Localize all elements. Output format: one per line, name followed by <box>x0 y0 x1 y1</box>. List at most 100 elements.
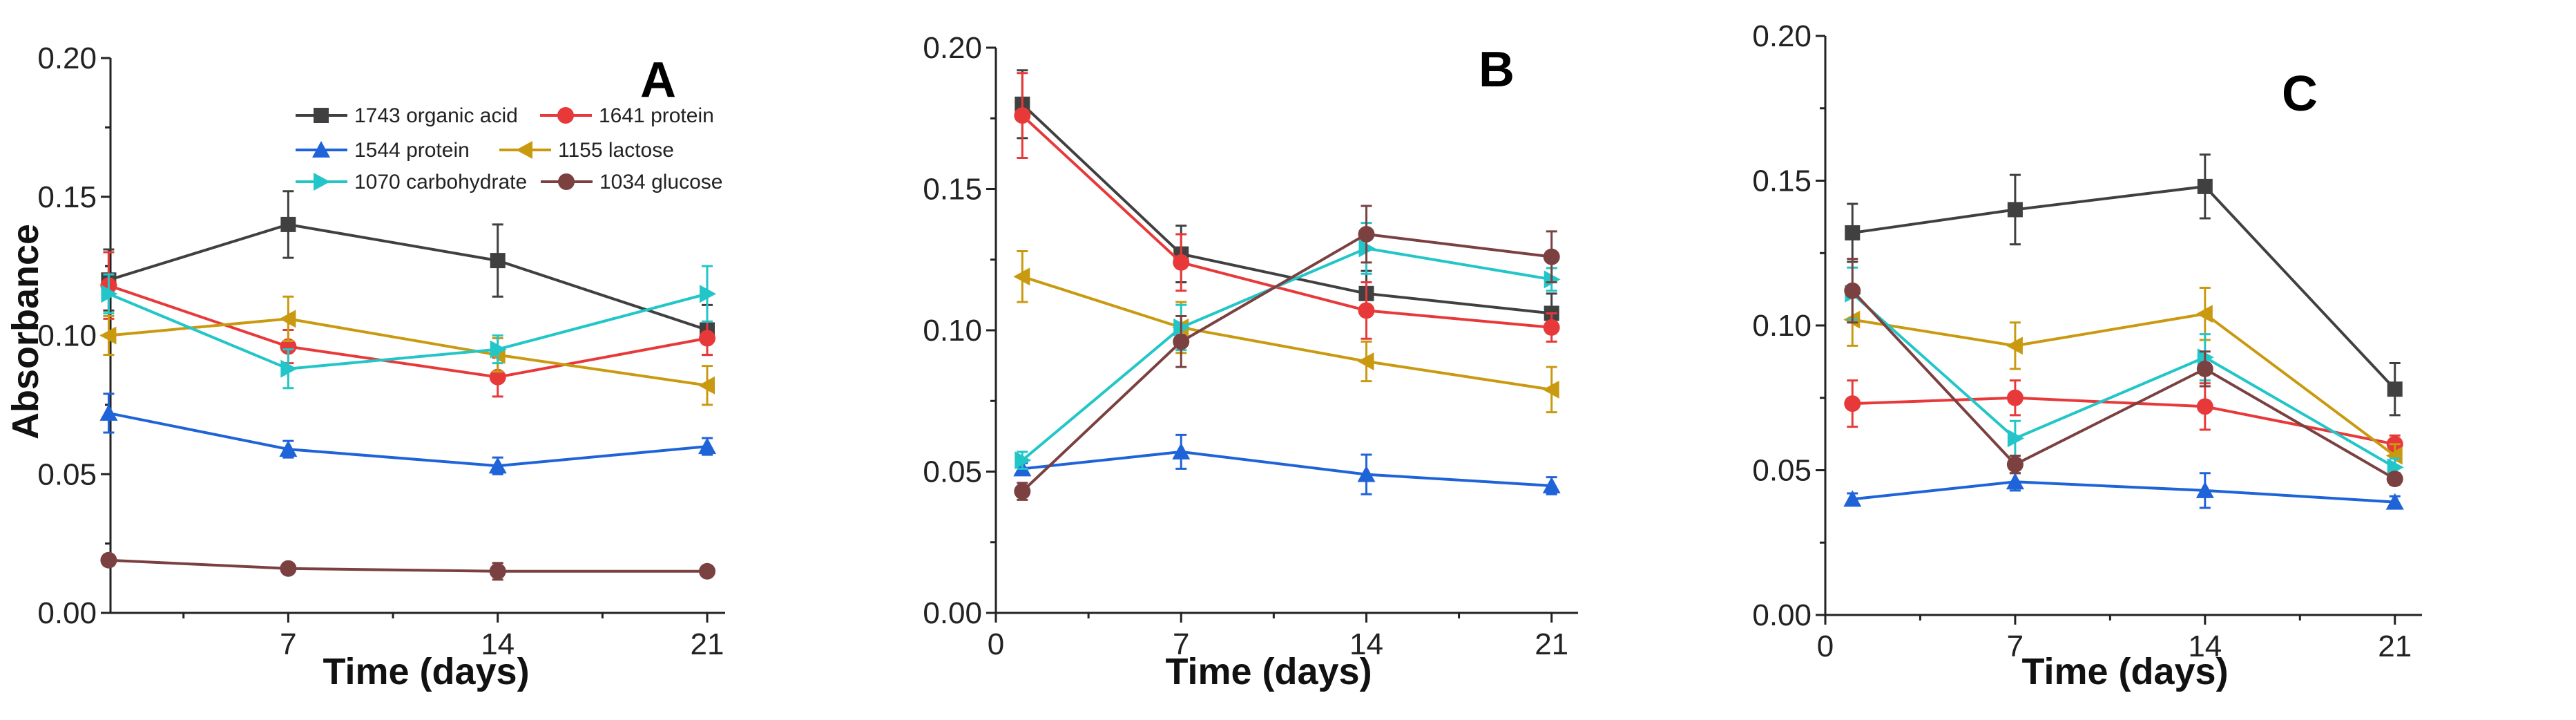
data-point <box>101 285 118 303</box>
x-tick-label: 21 <box>1535 627 1568 661</box>
y-tick-label: 0.20 <box>1752 19 1811 53</box>
x-tick-label: 0 <box>1817 629 1834 663</box>
panel-label: C <box>2282 66 2318 122</box>
data-point <box>489 368 506 386</box>
y-tick-label: 0.00 <box>37 596 97 630</box>
series-line <box>1852 312 2396 457</box>
series-1034-glucose <box>100 551 716 581</box>
y-tick-label: 0.15 <box>1752 164 1811 198</box>
series-line <box>1851 290 2396 480</box>
data-point <box>279 310 296 328</box>
data-point <box>1357 352 1374 370</box>
data-point <box>1844 395 1861 413</box>
y-tick-label: 0.00 <box>923 596 982 630</box>
panel-label: A <box>640 53 676 108</box>
data-point <box>2196 360 2213 377</box>
series-1155-lactose <box>1843 287 2403 468</box>
series-1070-carbohydrate <box>101 265 717 390</box>
series-1743-organic-acid <box>1015 69 1559 334</box>
series-1743-organic-acid <box>1845 153 2403 417</box>
data-point <box>1014 107 1031 124</box>
data-point <box>2007 429 2024 448</box>
legend-label: 1544 protein <box>354 139 470 162</box>
legend-entry: 1641 protein <box>540 104 714 127</box>
data-point <box>2195 481 2214 498</box>
data-point <box>2006 337 2023 355</box>
panel-c: 0.00 0.05 0.10 0.15 0.20 0 7 14 21 Time (days) C <box>1752 19 2422 692</box>
legend-entry: 1743 organic acid <box>296 104 518 127</box>
y-tick-label: 0.15 <box>37 180 97 214</box>
series-line <box>1852 184 2396 390</box>
y-tick-label: 0.05 <box>923 455 982 489</box>
data-point <box>2387 381 2403 397</box>
legend-label: 1743 organic acid <box>354 104 518 127</box>
data-point <box>2195 305 2213 323</box>
data-point <box>2197 178 2213 194</box>
data-point <box>1015 451 1032 470</box>
x-tick-label: 14 <box>1349 627 1383 661</box>
y-tick-label: 0.10 <box>923 314 982 348</box>
panel-b: 0.00 0.05 0.10 0.15 0.20 0 7 14 21 Time (days) B <box>923 31 1578 692</box>
data-point <box>280 338 297 355</box>
series-line <box>1021 114 1552 329</box>
legend: 1743 organic acid 1641 protein 1544 protei… <box>296 104 722 193</box>
data-point <box>490 340 507 359</box>
y-tick-label: 0.15 <box>923 173 982 207</box>
data-point <box>280 216 296 232</box>
legend-marker <box>312 141 330 158</box>
series-line <box>1021 103 1552 315</box>
data-point <box>2385 446 2403 465</box>
panel-a: 0.00 0.05 0.10 0.15 0.20 7 14 21 Time (days) Abso… <box>5 41 725 692</box>
data-point <box>99 404 118 421</box>
legend-marker <box>558 173 575 190</box>
data-point <box>2006 473 2024 490</box>
legend-label: 1034 glucose <box>599 171 722 193</box>
x-tick-label: 7 <box>280 627 296 661</box>
data-point <box>1358 225 1375 243</box>
series-line <box>108 222 708 332</box>
x-axis-title: Time (days) <box>323 651 529 692</box>
data-point <box>279 440 298 457</box>
legend-marker <box>314 173 330 191</box>
data-point <box>698 376 715 395</box>
data-point <box>489 562 506 580</box>
legend-entry: 1070 carbohydrate <box>296 171 527 193</box>
series-1544-protein <box>99 392 717 475</box>
data-point <box>1542 380 1559 399</box>
legend-entry: 1544 protein <box>296 139 470 162</box>
data-point <box>1014 483 1031 500</box>
data-point <box>2006 389 2024 406</box>
y-tick-label: 0.20 <box>923 31 982 65</box>
legend-label: 1155 lactose <box>558 139 674 162</box>
x-tick-label: 7 <box>2007 629 2024 663</box>
data-point <box>700 285 717 303</box>
legend-label: 1641 protein <box>599 104 714 127</box>
data-point <box>1357 465 1376 482</box>
series-line <box>108 284 708 379</box>
y-tick-label: 0.00 <box>1752 598 1811 632</box>
x-tick-label: 21 <box>691 627 724 661</box>
y-axis-title: Absorbance <box>5 224 46 439</box>
series-1155-lactose <box>1013 249 1559 414</box>
x-tick-label: 7 <box>1173 627 1189 661</box>
data-point <box>2385 493 2404 510</box>
data-point <box>2386 471 2403 488</box>
data-point <box>2007 202 2023 218</box>
legend-marker <box>314 108 329 123</box>
data-point <box>1358 302 1375 319</box>
series-line <box>1022 450 1552 487</box>
x-axis-title: Time (days) <box>1165 651 1372 692</box>
x-tick-label: 14 <box>481 627 515 661</box>
data-point <box>490 253 506 269</box>
data-point <box>280 359 298 378</box>
data-point <box>100 551 117 569</box>
data-point <box>1173 254 1190 271</box>
y-tick-label: 0.20 <box>37 41 97 75</box>
legend-entry: 1155 lactose <box>499 139 674 162</box>
data-point <box>2006 456 2024 473</box>
legend-entry: 1034 glucose <box>541 171 722 193</box>
series-1544-protein <box>1843 472 2404 510</box>
series-1544-protein <box>1013 433 1561 495</box>
data-point <box>99 326 117 345</box>
